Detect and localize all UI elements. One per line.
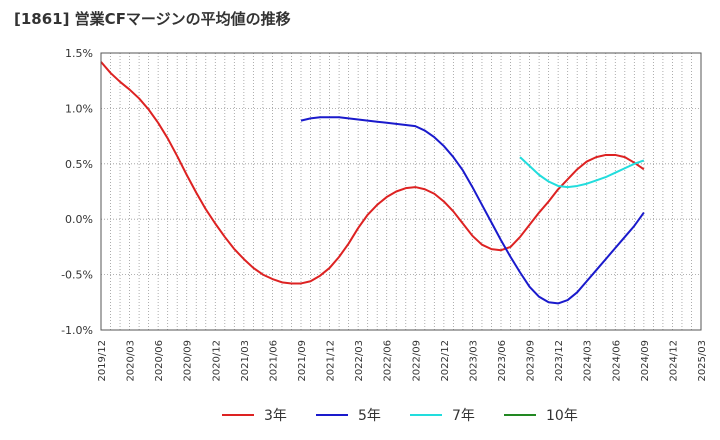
legend-label: 10年 (546, 408, 578, 424)
y-axis: 1.5% 1.0% 0.5% 0.0% -0.5% -1.0% (61, 47, 93, 337)
legend-item: 5年 (316, 402, 381, 428)
x-tick-label: 2022/06 (383, 340, 394, 382)
x-tick-label: 2023/12 (554, 340, 565, 382)
legend-item: 3年 (222, 402, 287, 428)
x-tick-label: 2020/03 (126, 340, 137, 382)
x-tick-label: 2025/03 (697, 340, 708, 382)
series-line-1 (100, 61, 645, 285)
y-tick-label: -0.5% (61, 269, 93, 282)
series-layer (100, 61, 645, 305)
x-tick-label: 2020/06 (154, 340, 165, 382)
x-tick-label: 2022/12 (440, 340, 451, 382)
y-tick-label: 1.0% (65, 102, 93, 115)
legend-swatch (222, 414, 254, 416)
x-tick-label: 2022/09 (411, 340, 422, 382)
legend-item: 10年 (504, 402, 578, 428)
x-tick-label: 2023/03 (468, 340, 479, 382)
x-tick-label: 2021/12 (326, 340, 337, 382)
legend-swatch (504, 414, 536, 416)
x-tick-label: 2024/09 (640, 340, 651, 382)
y-tick-label: 1.5% (65, 47, 93, 60)
x-tick-label: 2021/06 (268, 340, 279, 382)
series-line-3 (519, 156, 645, 189)
x-axis: 2019/12 2020/03 2020/06 2020/09 2020/12 2021/… (97, 340, 708, 382)
legend-swatch (410, 414, 442, 416)
x-tick-label: 2022/03 (354, 340, 365, 382)
legend-label: 3年 (264, 408, 287, 424)
x-tick-label: 2023/09 (526, 340, 537, 382)
x-tick-label: 2023/06 (497, 340, 508, 382)
grid-layer (101, 53, 701, 330)
y-tick-label: 0.0% (65, 213, 93, 226)
x-tick-label: 2021/03 (240, 340, 251, 382)
x-tick-label: 2019/12 (97, 340, 108, 382)
x-tick-label: 2020/12 (211, 340, 222, 382)
legend-swatch (316, 414, 348, 416)
x-tick-label: 2024/03 (583, 340, 594, 382)
x-tick-label: 2024/06 (611, 340, 622, 382)
plot-frame (100, 52, 702, 331)
legend: 3年 5年 7年 10年 (0, 402, 720, 428)
legend-label: 7年 (452, 408, 475, 424)
series-line-2 (300, 116, 645, 305)
x-tick-label: 2020/09 (183, 340, 194, 382)
y-tick-label: 0.5% (65, 158, 93, 171)
x-tick-label: 2024/12 (668, 340, 679, 382)
legend-item: 7年 (410, 402, 475, 428)
legend-label: 5年 (358, 408, 381, 424)
y-tick-label: -1.0% (61, 324, 93, 337)
chart-title: [1861] 営業CFマージンの平均値の推移 (14, 10, 291, 28)
x-tick-label: 2021/09 (297, 340, 308, 382)
